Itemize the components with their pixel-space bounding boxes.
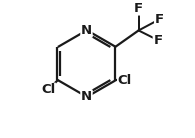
Text: N: N [81,24,92,37]
Text: Cl: Cl [41,83,55,96]
Text: F: F [153,34,162,47]
Text: N: N [81,90,92,103]
Text: Cl: Cl [118,74,132,87]
Text: F: F [155,13,164,26]
Text: F: F [134,2,143,15]
